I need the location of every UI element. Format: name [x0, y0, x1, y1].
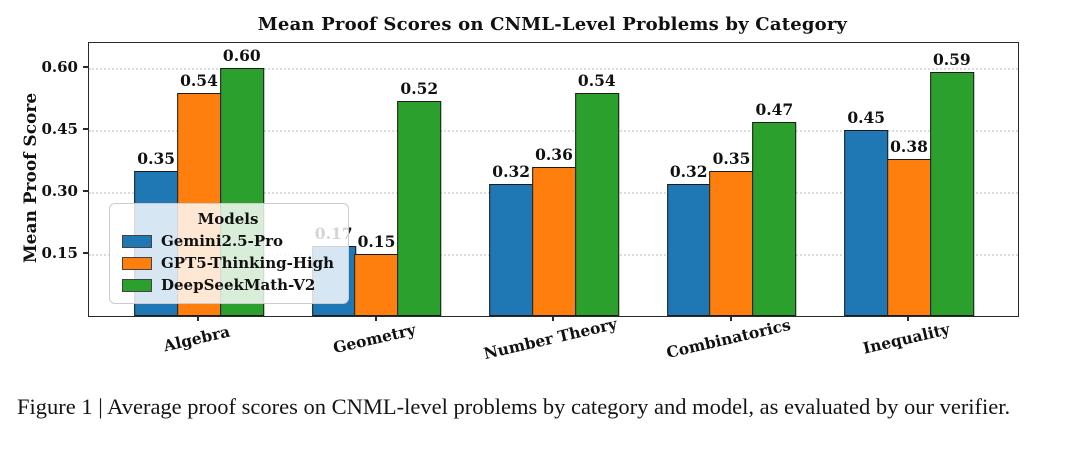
legend-swatch [122, 256, 152, 270]
bar: 0.54 [574, 71, 619, 316]
legend-label: DeepSeekMath-V2 [161, 276, 316, 294]
legend: Models Gemini2.5-Pro GPT5-Thinking-High De… [109, 203, 350, 304]
y-axis: 0.15 0.30 0.45 0.60 [0, 42, 88, 315]
gridline [89, 67, 1018, 70]
x-category-label: Inequality [861, 319, 952, 358]
bar-value-label: 0.32 [492, 161, 531, 181]
bar-value-label: 0.35 [137, 149, 176, 169]
bar-group-combinatorics: 0.32 0.35 0.47 [666, 43, 797, 316]
bar-value-label: 0.45 [847, 107, 886, 127]
y-tick-mark [83, 127, 88, 130]
x-axis: Algebra Geometry Number Theory Combinatoric… [88, 313, 1017, 375]
x-tick-mark [907, 316, 910, 321]
bar-value-label: 0.15 [357, 231, 396, 251]
legend-title: Models [197, 210, 259, 228]
gridline [89, 129, 1018, 132]
bar: 0.52 [397, 79, 442, 316]
y-tick-mark [83, 189, 88, 192]
bar-value-label: 0.54 [577, 70, 616, 90]
legend-swatch [122, 278, 152, 292]
bar: 0.35 [709, 149, 754, 316]
bar-value-label: 0.54 [180, 70, 218, 90]
bar-value-label: 0.35 [712, 149, 751, 169]
bar-value-label: 0.52 [400, 78, 439, 98]
x-category-label: Geometry [330, 319, 417, 358]
y-tick-label: 0.30 [41, 181, 78, 200]
y-tick-mark [83, 251, 88, 254]
bar: 0.36 [532, 145, 576, 316]
legend-row: DeepSeekMath-V2 [122, 276, 334, 294]
bar-value-label: 0.59 [932, 49, 971, 69]
x-tick-mark [729, 316, 732, 321]
legend-entries: Gemini2.5-Pro GPT5-Thinking-High DeepSeekM… [122, 232, 334, 294]
x-tick-mark [374, 316, 377, 321]
bar-value-label: 0.36 [535, 145, 573, 165]
plot-area: Models Gemini2.5-Pro GPT5-Thinking-High De… [88, 42, 1019, 317]
x-tick-mark [552, 316, 554, 321]
bar: 0.45 [844, 108, 889, 316]
bar-value-label: 0.60 [222, 45, 261, 65]
bar-group-inequality: 0.45 0.38 0.59 [844, 43, 974, 316]
bar: 0.32 [489, 162, 534, 316]
x-category-label: Number Theory [481, 313, 619, 364]
bar: 0.38 [887, 137, 932, 316]
y-tick-label: 0.45 [41, 119, 78, 138]
figure-caption: Figure 1 | Average proof scores on CNML-… [17, 394, 1011, 419]
bar-value-label: 0.32 [669, 161, 708, 181]
x-category-label: Combinatorics [664, 314, 792, 363]
y-tick-label: 0.15 [41, 243, 78, 262]
legend-label: GPT5-Thinking-High [161, 254, 335, 272]
bar-value-label: 0.38 [890, 136, 928, 156]
bar: 0.47 [752, 100, 797, 316]
legend-row: Gemini2.5-Pro [122, 232, 334, 250]
bar: 0.32 [666, 162, 711, 316]
y-tick-label: 0.60 [41, 57, 78, 76]
legend-row: GPT5-Thinking-High [122, 254, 334, 272]
chart-title: Mean Proof Scores on CNML-Level Problems… [257, 14, 848, 35]
y-tick-mark [83, 65, 88, 68]
bar-value-label: 0.47 [755, 99, 794, 119]
x-tick-mark [196, 316, 199, 321]
legend-swatch [122, 234, 152, 248]
x-category-label: Algebra [161, 321, 232, 356]
legend-label: Gemini2.5-Pro [161, 232, 284, 250]
bar: 0.15 [354, 232, 399, 316]
bar-group-number-theory: 0.32 0.36 0.54 [489, 43, 619, 316]
bar: 0.59 [929, 50, 974, 316]
